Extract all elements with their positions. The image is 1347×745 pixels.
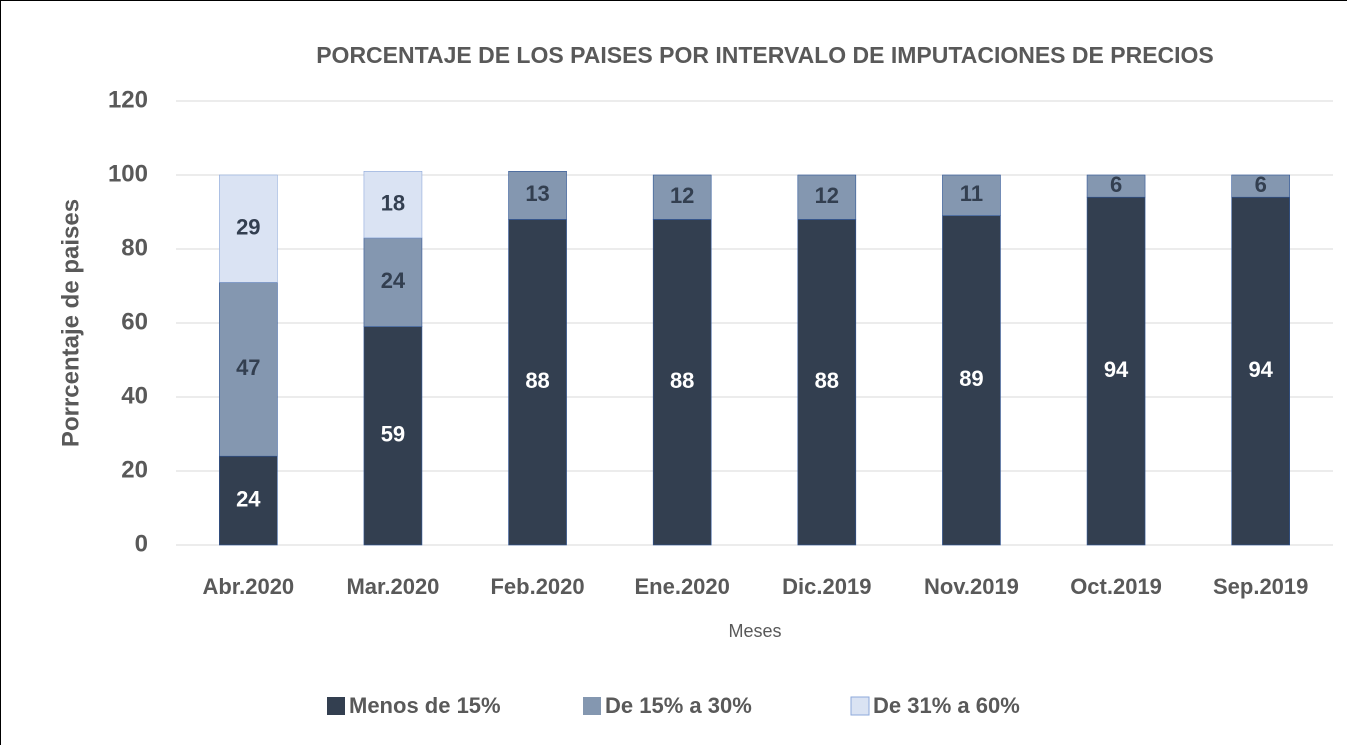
y-tick-label: 0	[135, 530, 148, 557]
x-axis-label: Meses	[728, 621, 781, 641]
bar-segment	[1231, 196, 1290, 546]
bar-segment	[652, 174, 712, 220]
data-label: 13	[525, 181, 549, 206]
x-tick-label: Abr.2020	[202, 574, 294, 599]
data-label: 12	[670, 183, 694, 208]
bar-segment	[508, 171, 567, 220]
data-label: 11	[960, 181, 983, 206]
x-tick-label: Feb.2020	[490, 574, 584, 599]
y-axis-label: Porrcentaje de paises	[57, 199, 84, 447]
data-label: 88	[525, 368, 549, 393]
y-tick-label: 60	[121, 308, 148, 335]
bar-segment	[1086, 196, 1146, 546]
data-label: 12	[815, 183, 839, 208]
data-label: 59	[381, 422, 405, 447]
bar-segment	[942, 174, 1001, 217]
bar-segment	[219, 455, 278, 546]
data-label: 18	[381, 190, 405, 215]
bar-segment	[797, 174, 857, 220]
y-tick-label: 20	[121, 456, 148, 483]
x-tick-label: Mar.2020	[346, 574, 439, 599]
data-label: 6	[1110, 172, 1122, 197]
data-label: 88	[815, 368, 839, 393]
legend-swatch	[850, 696, 870, 716]
legend-label: De 31% a 60%	[873, 693, 1020, 718]
legend-label: Menos de 15%	[349, 693, 501, 718]
x-tick-label: Nov.2019	[924, 574, 1019, 599]
bar-segment	[942, 215, 1001, 546]
data-label: 94	[1248, 357, 1273, 382]
data-label: 89	[959, 366, 983, 391]
data-label: 94	[1104, 357, 1129, 382]
legend-swatch	[327, 697, 345, 715]
bar-segment	[508, 219, 567, 546]
data-label: 29	[236, 214, 260, 239]
bar-segment	[363, 171, 423, 239]
x-tick-label: Ene.2020	[634, 574, 729, 599]
y-tick-label: 100	[108, 160, 148, 187]
bar-segment	[219, 281, 278, 457]
x-tick-label: Sep.2019	[1213, 574, 1308, 599]
legend-label: De 15% a 30%	[605, 693, 752, 718]
legend-swatch	[583, 697, 601, 715]
data-label: 47	[236, 355, 260, 380]
y-tick-label: 40	[121, 382, 148, 409]
bar-segment	[652, 219, 712, 546]
y-tick-label: 80	[121, 234, 148, 261]
data-label: 24	[236, 486, 261, 511]
bar-segment	[219, 174, 278, 283]
x-tick-label: Dic.2019	[782, 574, 871, 599]
y-tick-label: 120	[108, 86, 148, 113]
bar-segment	[797, 219, 857, 546]
data-label: 6	[1255, 172, 1267, 197]
chart-title: PORCENTAJE DE LOS PAISES POR INTERVALO D…	[316, 42, 1214, 68]
bar-segment	[1086, 174, 1146, 198]
data-label: 88	[670, 368, 694, 393]
bar-segment	[1231, 174, 1290, 198]
data-label: 24	[381, 268, 406, 293]
x-tick-label: Oct.2019	[1070, 574, 1162, 599]
